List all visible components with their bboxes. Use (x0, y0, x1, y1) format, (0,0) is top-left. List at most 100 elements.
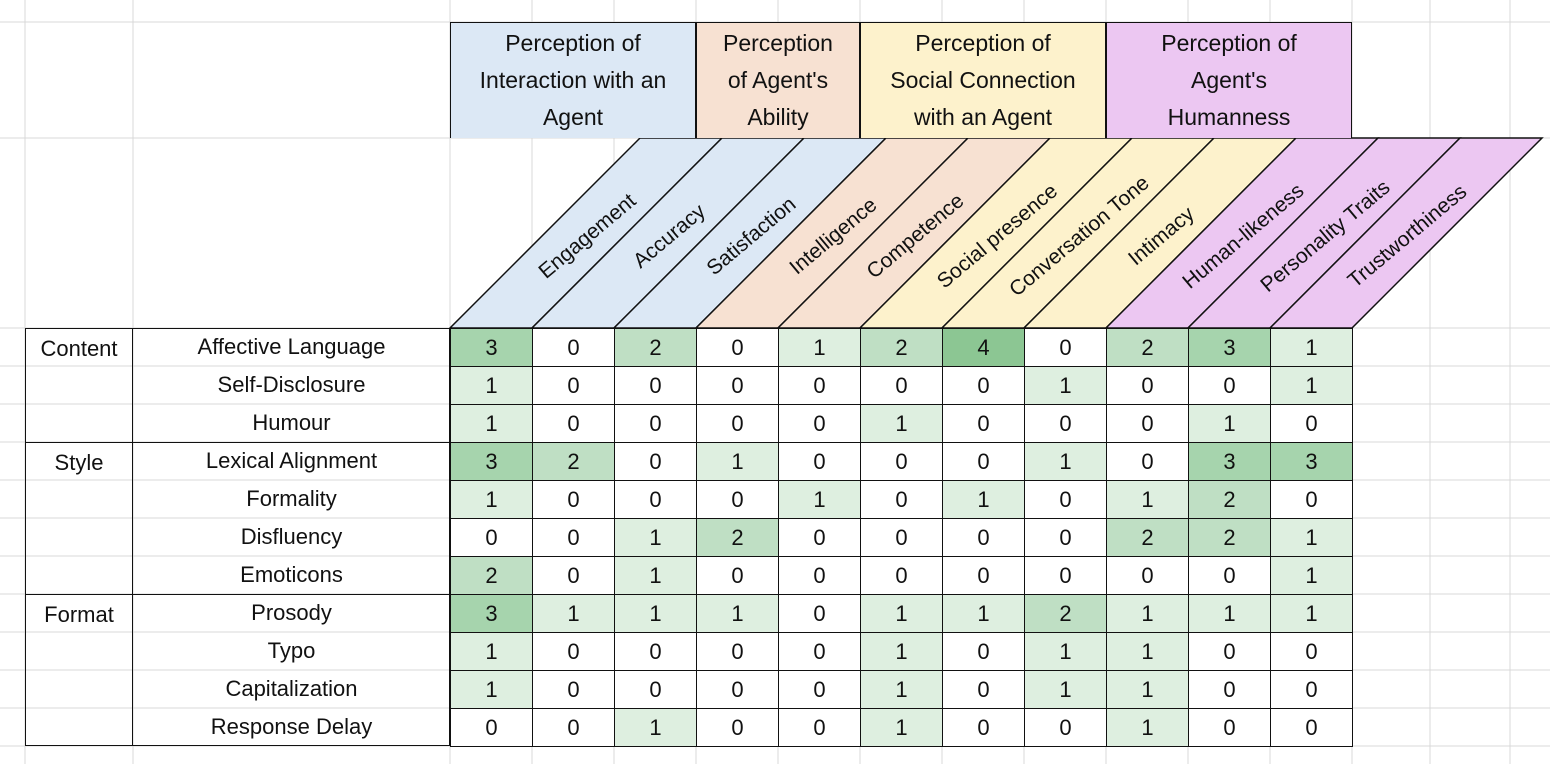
row-label: Lexical Alignment (205, 448, 378, 473)
value-cell: 0 (860, 518, 943, 557)
value-cell: 1 (1106, 480, 1189, 519)
value-cell: 0 (778, 632, 861, 671)
value-cell: 1 (1106, 594, 1189, 633)
value-cell: 0 (450, 518, 533, 557)
value-cell: 1 (450, 366, 533, 405)
value-cell: 0 (532, 632, 615, 671)
value-cell: 3 (1188, 442, 1271, 481)
value-cell: 1 (1024, 442, 1107, 481)
value-cell: 1 (614, 594, 697, 633)
value-cell: 0 (1270, 632, 1353, 671)
value-cell: 1 (1270, 328, 1353, 367)
value-cell: 1 (614, 556, 697, 595)
value-cell: 0 (860, 480, 943, 519)
value-cell: 0 (860, 442, 943, 481)
row-label-group (133, 442, 450, 594)
value-cell: 0 (778, 594, 861, 633)
value-cell: 1 (614, 708, 697, 747)
value-cell: 0 (778, 670, 861, 709)
value-cell: 1 (532, 594, 615, 633)
value-cell: 0 (532, 480, 615, 519)
value-cell: 1 (1270, 518, 1353, 557)
row-label-group (133, 328, 450, 442)
value-cell: 0 (614, 442, 697, 481)
column-group-header: Perception of Social Connection with an … (860, 22, 1106, 138)
value-cell: 3 (1188, 328, 1271, 367)
value-cell: 1 (1188, 594, 1271, 633)
value-cell: 0 (532, 556, 615, 595)
value-cell: 0 (696, 556, 779, 595)
row-label: Emoticons (240, 562, 343, 587)
row-label: Capitalization (225, 676, 358, 701)
value-cell: 0 (614, 670, 697, 709)
value-cell: 1 (1106, 670, 1189, 709)
value-cell: 0 (1106, 366, 1189, 405)
value-cell: 2 (450, 556, 533, 595)
value-cell: 0 (532, 366, 615, 405)
value-cell: 0 (778, 708, 861, 747)
value-cell: 1 (942, 594, 1025, 633)
value-cell: 0 (532, 708, 615, 747)
value-cell: 0 (696, 328, 779, 367)
column-group-header: Perception of Agent's Ability (696, 22, 860, 138)
value-cell: 0 (1188, 556, 1271, 595)
value-cell: 0 (942, 632, 1025, 671)
column-group-header: Perception of Interaction with an Agent (450, 22, 696, 138)
row-label: Affective Language (197, 334, 386, 359)
value-cell: 0 (1188, 708, 1271, 747)
value-cell: 2 (614, 328, 697, 367)
value-cell: 0 (1188, 366, 1271, 405)
value-cell: 3 (450, 328, 533, 367)
value-cell: 0 (696, 404, 779, 443)
value-cell: 0 (942, 708, 1025, 747)
row-label: Response Delay (210, 714, 373, 739)
value-cell: 2 (1106, 328, 1189, 367)
value-cell: 1 (614, 518, 697, 557)
row-label: Disfluency (240, 524, 343, 549)
value-cell: 0 (532, 404, 615, 443)
value-cell: 0 (942, 442, 1025, 481)
value-cell: 0 (942, 518, 1025, 557)
row-label: Humour (252, 410, 331, 435)
value-cell: 0 (1188, 632, 1271, 671)
value-cell: 1 (450, 632, 533, 671)
value-cell: 0 (860, 366, 943, 405)
row-label: Prosody (251, 600, 332, 625)
row-label: Formality (246, 486, 337, 511)
value-cell: 0 (450, 708, 533, 747)
row-group-label: Format (25, 594, 133, 746)
value-cell: 4 (942, 328, 1025, 367)
value-cell: 0 (532, 328, 615, 367)
value-cell: 0 (532, 670, 615, 709)
value-cell: 1 (778, 328, 861, 367)
value-cell: 1 (1106, 708, 1189, 747)
value-cell: 1 (778, 480, 861, 519)
value-cell: 0 (614, 632, 697, 671)
value-cell: 0 (942, 556, 1025, 595)
value-cell: 0 (696, 670, 779, 709)
row-label-group (133, 594, 450, 746)
value-cell: 1 (1270, 556, 1353, 595)
value-cell: 0 (614, 404, 697, 443)
row-group-label: Content (25, 328, 133, 442)
column-group-label: Perception of Agent's Ability (723, 30, 833, 130)
value-cell: 1 (860, 670, 943, 709)
value-cell: 0 (1106, 442, 1189, 481)
column-group-label: Perception of Interaction with an Agent (479, 30, 667, 130)
value-cell: 1 (860, 632, 943, 671)
column-group-header: Perception of Agent's Humanness (1106, 22, 1352, 138)
value-cell: 1 (860, 708, 943, 747)
value-cell: 1 (1024, 670, 1107, 709)
value-cell: 1 (696, 442, 779, 481)
value-cell: 1 (942, 480, 1025, 519)
value-cell: 1 (450, 670, 533, 709)
value-cell: 0 (1106, 556, 1189, 595)
value-cell: 0 (696, 366, 779, 405)
value-cell: 0 (778, 518, 861, 557)
value-cell: 0 (614, 480, 697, 519)
value-cell: 1 (1270, 366, 1353, 405)
value-cell: 2 (1024, 594, 1107, 633)
value-cell: 1 (450, 404, 533, 443)
